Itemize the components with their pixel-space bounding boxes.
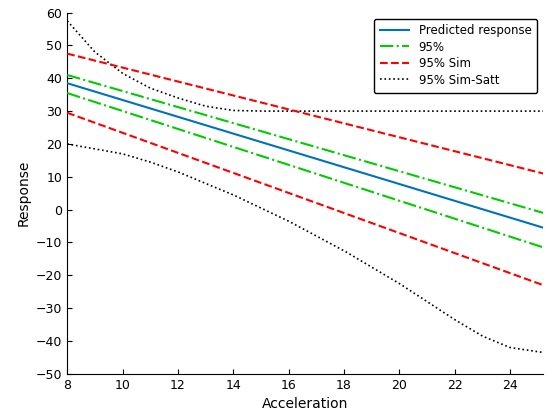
95% Sim-Satt xyxy=(349,109,356,114)
95% Sim xyxy=(346,122,352,127)
Predicted response xyxy=(465,202,472,207)
95% xyxy=(355,157,362,162)
95% Sim-Satt xyxy=(347,109,354,114)
X-axis label: Acceleration: Acceleration xyxy=(262,397,348,411)
95% Sim-Satt xyxy=(540,109,547,114)
95% Sim-Satt xyxy=(258,109,265,114)
95% xyxy=(66,73,72,78)
Predicted response xyxy=(540,225,547,230)
95% Sim xyxy=(355,124,362,129)
Y-axis label: Response: Response xyxy=(16,160,30,226)
Line: 95% Sim-Satt: 95% Sim-Satt xyxy=(67,21,543,111)
95% xyxy=(465,189,472,194)
95% Sim xyxy=(64,51,71,56)
Legend: Predicted response, 95%, 95% Sim, 95% Sim-Satt: Predicted response, 95%, 95% Sim, 95% Si… xyxy=(374,18,537,93)
Predicted response xyxy=(346,166,352,171)
95% xyxy=(346,154,352,159)
Line: Predicted response: Predicted response xyxy=(67,83,543,228)
95% Sim xyxy=(66,52,72,57)
Predicted response xyxy=(347,167,354,172)
95% Sim xyxy=(465,152,472,157)
95% Sim-Satt xyxy=(66,20,72,25)
95% Sim xyxy=(347,123,354,128)
95% xyxy=(540,210,547,215)
95% Sim-Satt xyxy=(497,109,503,114)
95% Sim xyxy=(540,171,547,176)
95% xyxy=(495,197,502,202)
95% xyxy=(64,73,71,78)
95% Sim-Satt xyxy=(64,18,71,24)
95% xyxy=(347,155,354,160)
95% Sim-Satt xyxy=(357,109,363,114)
Predicted response xyxy=(355,169,362,174)
Line: 95% Sim: 95% Sim xyxy=(67,54,543,173)
Predicted response xyxy=(66,81,72,86)
Predicted response xyxy=(64,81,71,86)
95% Sim xyxy=(495,160,502,165)
95% Sim-Satt xyxy=(466,109,473,114)
Line: 95%: 95% xyxy=(67,75,543,213)
Predicted response xyxy=(495,212,502,217)
